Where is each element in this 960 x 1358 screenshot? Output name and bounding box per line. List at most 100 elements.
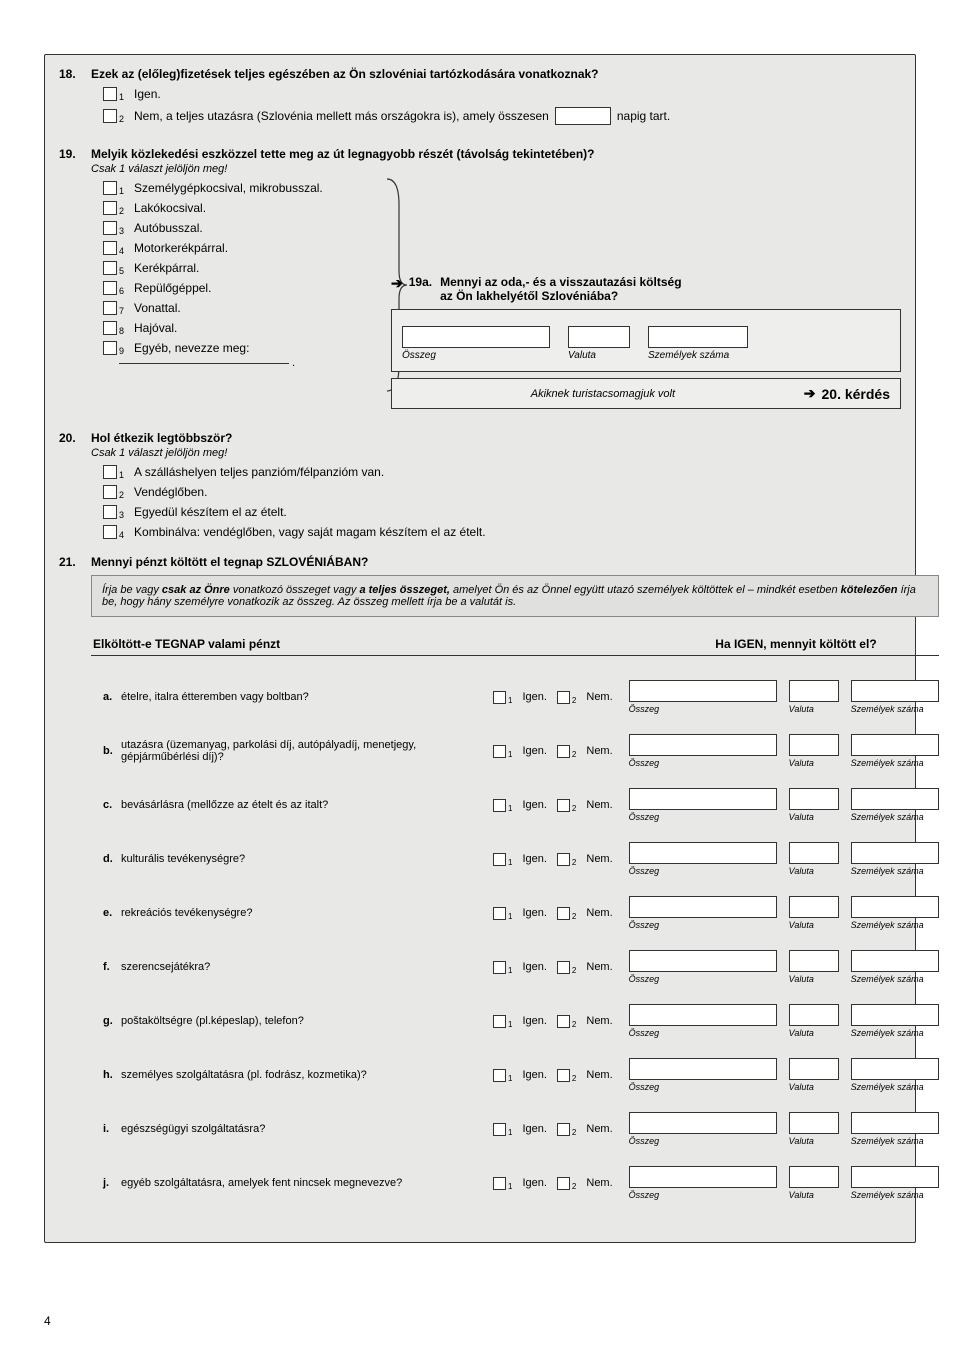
q21-b.-szem-input[interactable] <box>851 734 939 756</box>
q21-e.-szem-input[interactable] <box>851 896 939 918</box>
q21-d.-nem-checkbox[interactable] <box>557 853 570 866</box>
q19-opt-4-checkbox[interactable] <box>103 241 117 255</box>
q21-c.-nem-label: Nem. <box>586 799 612 811</box>
q21-a.-igen-checkbox[interactable] <box>493 691 506 704</box>
q21-g.-nem-checkbox[interactable] <box>557 1015 570 1028</box>
q21-f.-szem-input[interactable] <box>851 950 939 972</box>
q21-i.-igen-checkbox[interactable] <box>493 1123 506 1136</box>
q21-g.-szem-input[interactable] <box>851 1004 939 1026</box>
q21-a.-osszeg-input[interactable] <box>629 680 777 702</box>
q21-g.-igen-checkbox[interactable] <box>493 1015 506 1028</box>
q19-opt-1-checkbox[interactable] <box>103 181 117 195</box>
q20-opt-1-checkbox[interactable] <box>103 465 117 479</box>
q20-number: 20. <box>59 431 91 539</box>
q20-opt-3-checkbox[interactable] <box>103 505 117 519</box>
q21-d.-text: kulturális tevékenységre? <box>121 853 493 865</box>
q21-c.-text: bevásárlásra (mellőzze az ételt és az it… <box>121 799 493 811</box>
q19-opt-5-checkbox[interactable] <box>103 261 117 275</box>
q21-a.-szem-input[interactable] <box>851 680 939 702</box>
q21-d.-valuta-input[interactable] <box>789 842 839 864</box>
q21-h.-osszeg-input[interactable] <box>629 1058 777 1080</box>
q21-j.-szem-input[interactable] <box>851 1166 939 1188</box>
q21-j.-nem-checkbox[interactable] <box>557 1177 570 1190</box>
q21-c.-nem-checkbox[interactable] <box>557 799 570 812</box>
q21-i.-osszeg-input[interactable] <box>629 1112 777 1134</box>
q21-row-c: c.bevásárlásra (mellőzze az ételt és az … <box>91 788 939 822</box>
q21-h.-valuta-input[interactable] <box>789 1058 839 1080</box>
q21-j.-igen-label: Igen. <box>522 1177 546 1189</box>
q19a-osszeg-input[interactable] <box>402 326 550 348</box>
q18-opt2-pre: Nem, a teljes utazásra (Szlovénia mellet… <box>134 109 549 123</box>
q21-h.-szem-input[interactable] <box>851 1058 939 1080</box>
q21-i.-nem-label: Nem. <box>586 1123 612 1135</box>
q21-f.-igen-checkbox[interactable] <box>493 961 506 974</box>
q21-j.-osszeg-input[interactable] <box>629 1166 777 1188</box>
q19-package-redirect: Akiknek turistacsomagjuk volt ➔ 20. kérd… <box>391 378 901 409</box>
q19-opt-6-label: Repülőgéppel. <box>134 281 211 295</box>
q21-b.-valuta-input[interactable] <box>789 734 839 756</box>
q19-opt-9-checkbox[interactable] <box>103 341 117 355</box>
form-container: 18. Ezek az (előleg)fizetések teljes egé… <box>44 54 916 1243</box>
q21-c.-valuta-input[interactable] <box>789 788 839 810</box>
q18-opt1-checkbox[interactable] <box>103 87 117 101</box>
q19a-input-box: Összeg Valuta Személyek száma <box>391 309 901 372</box>
q21-i.-nem-checkbox[interactable] <box>557 1123 570 1136</box>
q19-opt-2-checkbox[interactable] <box>103 201 117 215</box>
q18-days-input[interactable] <box>555 107 611 125</box>
q20-opt-4-checkbox[interactable] <box>103 525 117 539</box>
q21-e.-nem-checkbox[interactable] <box>557 907 570 920</box>
q19-opt-6-checkbox[interactable] <box>103 281 117 295</box>
q21-f.-osszeg-input[interactable] <box>629 950 777 972</box>
q21-g.-osszeg-input[interactable] <box>629 1004 777 1026</box>
q21-i.-szem-input[interactable] <box>851 1112 939 1134</box>
q20-opt-2-checkbox[interactable] <box>103 485 117 499</box>
q21-a.-valuta-input[interactable] <box>789 680 839 702</box>
q21-b.-nem-checkbox[interactable] <box>557 745 570 758</box>
q21-d.-igen-checkbox[interactable] <box>493 853 506 866</box>
q19-opt-3-checkbox[interactable] <box>103 221 117 235</box>
q18-opt1-num: 1 <box>119 92 124 102</box>
q21-f.-nem-checkbox[interactable] <box>557 961 570 974</box>
q19a-szem-input[interactable] <box>648 326 748 348</box>
q20-opt-3: 3Egyedül készítem el az ételt. <box>103 505 901 519</box>
q21-j.-valuta-input[interactable] <box>789 1166 839 1188</box>
q21-i.-valuta-input[interactable] <box>789 1112 839 1134</box>
q19-opt-3: 3Autóbusszal. <box>103 221 391 235</box>
q21-valuta-label: Valuta <box>789 1136 839 1146</box>
q21-a.-igen-label: Igen. <box>522 691 546 703</box>
q21-szem-label: Személyek száma <box>851 974 939 984</box>
q19-opt-8-checkbox[interactable] <box>103 321 117 335</box>
q21-j.-igen-checkbox[interactable] <box>493 1177 506 1190</box>
q19-opt-9: 9Egyéb, nevezze meg: <box>103 341 391 355</box>
q21-b.-osszeg-input[interactable] <box>629 734 777 756</box>
q21-h.-nem-checkbox[interactable] <box>557 1069 570 1082</box>
arrow-icon: ➔ <box>391 275 403 292</box>
q19-options: 1Személygépkocsival, mikrobusszal.2Lakók… <box>91 175 391 409</box>
q19a-valuta-input[interactable] <box>568 326 630 348</box>
q21-f.-valuta-input[interactable] <box>789 950 839 972</box>
q21-b.-igen-checkbox[interactable] <box>493 745 506 758</box>
q21-c.-igen-checkbox[interactable] <box>493 799 506 812</box>
q21-valuta-label: Valuta <box>789 1028 839 1038</box>
q21-szem-label: Személyek száma <box>851 1190 939 1200</box>
q19-opt-7-checkbox[interactable] <box>103 301 117 315</box>
q21-h.-igen-checkbox[interactable] <box>493 1069 506 1082</box>
q18-opt2-checkbox[interactable] <box>103 109 117 123</box>
q21-e.-igen-checkbox[interactable] <box>493 907 506 920</box>
q18-body: Ezek az (előleg)fizetések teljes egészéb… <box>91 67 901 125</box>
q21-osszeg-label: Összeg <box>629 866 777 876</box>
q21-g.-valuta-input[interactable] <box>789 1004 839 1026</box>
q21-a.-nem-checkbox[interactable] <box>557 691 570 704</box>
q21-c.-szem-input[interactable] <box>851 788 939 810</box>
q21-e.-osszeg-input[interactable] <box>629 896 777 918</box>
q21-row-j: j.egyéb szolgáltatásra, amelyek fent nin… <box>91 1166 939 1200</box>
q21-d.-szem-input[interactable] <box>851 842 939 864</box>
q21-c.-osszeg-input[interactable] <box>629 788 777 810</box>
q21-e.-valuta-input[interactable] <box>789 896 839 918</box>
question-20: 20. Hol étkezik legtöbbször? Csak 1 vála… <box>59 431 901 539</box>
q20-opt-1-num: 1 <box>119 470 124 480</box>
q21-osszeg-label: Összeg <box>629 974 777 984</box>
q21-d.-osszeg-input[interactable] <box>629 842 777 864</box>
q20-title: Hol étkezik legtöbbször? <box>91 431 901 445</box>
q18-number: 18. <box>59 67 91 125</box>
